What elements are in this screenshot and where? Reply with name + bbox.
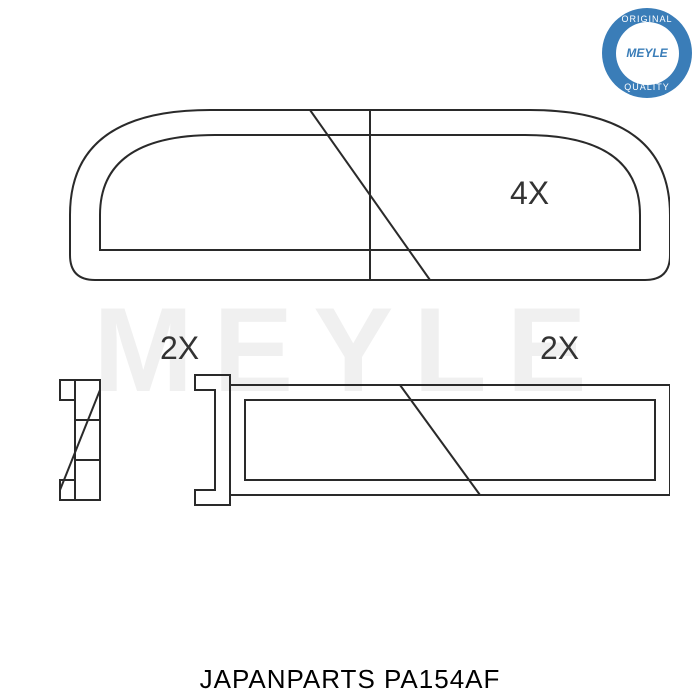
brand-part-label: JAPANPARTS PA154AF — [200, 664, 501, 695]
bottom-left-clip — [60, 380, 100, 500]
badge-top-text: ORIGINAL — [621, 14, 672, 24]
diagram-svg — [30, 60, 670, 620]
top-brake-pad — [70, 110, 670, 280]
brand-name: JAPANPARTS — [200, 664, 376, 694]
brake-pad-diagram: 4X 2X 2X — [30, 60, 670, 620]
bottom-right-pad — [195, 375, 670, 505]
badge-center-text: MEYLE — [626, 46, 667, 60]
part-number: PA154AF — [384, 664, 500, 694]
